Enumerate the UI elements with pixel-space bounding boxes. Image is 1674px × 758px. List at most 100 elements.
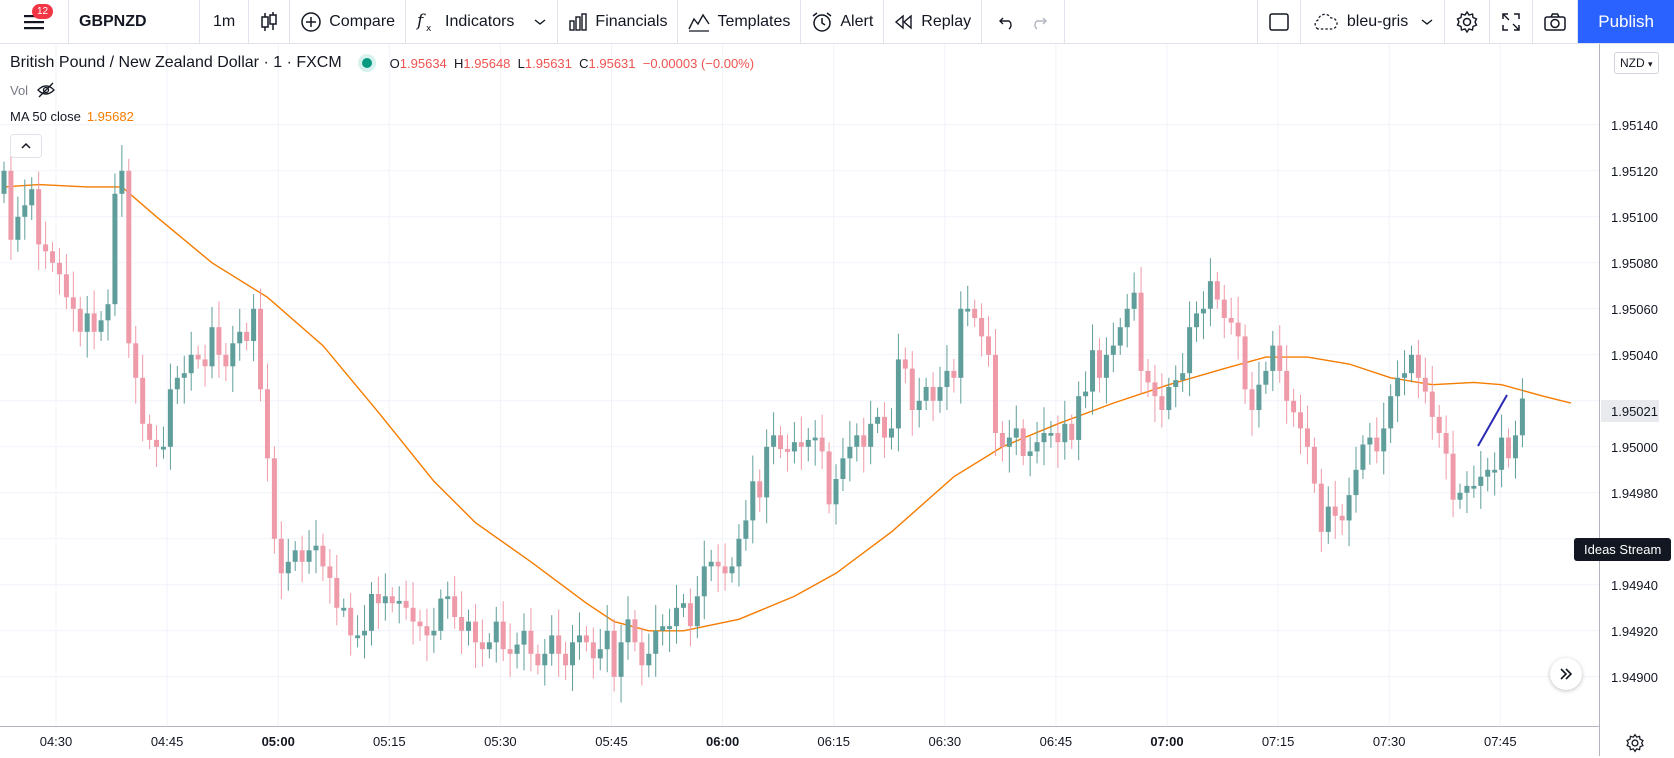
candle-body: [445, 596, 451, 600]
chart-type-button[interactable]: [249, 0, 291, 43]
publish-button[interactable]: Publish: [1578, 0, 1674, 43]
candle: [1159, 373, 1165, 428]
menu-button[interactable]: 12: [0, 0, 69, 43]
candle: [1083, 371, 1089, 409]
price-tick-label: 1.94900: [1611, 670, 1658, 685]
candle-body: [466, 621, 472, 631]
eye-hidden-icon[interactable]: [36, 82, 56, 98]
candle-body: [833, 479, 839, 505]
candle: [1457, 483, 1463, 509]
candle-body: [140, 377, 146, 424]
indicators-label: Indicators: [445, 12, 515, 30]
bar-chart-icon: [569, 12, 588, 31]
candle-body: [1353, 469, 1359, 496]
candle: [868, 400, 874, 465]
settings-button[interactable]: [1445, 0, 1491, 43]
symbol-search-button[interactable]: GBPNZD: [69, 0, 200, 43]
candle-body: [292, 550, 298, 562]
candle: [348, 593, 354, 656]
market-status-dot[interactable]: [361, 58, 372, 68]
layout-checkbox-button[interactable]: [1258, 0, 1301, 43]
candle-body: [396, 600, 402, 604]
candle: [1443, 415, 1449, 480]
candle: [8, 156, 14, 261]
candle: [722, 543, 728, 591]
time-tick-label: 07:00: [1150, 734, 1183, 749]
collapse-legend-button[interactable]: [10, 134, 42, 158]
candle-body: [542, 653, 548, 666]
candle-body: [618, 642, 624, 677]
candle: [1173, 365, 1179, 408]
candle-body: [687, 603, 693, 627]
candle-body: [764, 446, 770, 498]
price-chart[interactable]: 1.95140 1.95120 1.95100 1.95080 1.95060 1.950…: [0, 44, 1674, 756]
candles-icon: [261, 11, 277, 31]
alert-button[interactable]: Alert: [801, 0, 885, 43]
candle-body: [355, 635, 361, 639]
candle: [1027, 436, 1033, 477]
templates-button[interactable]: Templates: [678, 0, 802, 43]
candle-body: [1069, 423, 1075, 440]
candle: [424, 608, 430, 662]
candle: [1131, 272, 1137, 321]
price-axis[interactable]: 1.95140 1.95120 1.95100 1.95080 1.95060 1.950…: [1611, 118, 1658, 685]
snapshot-button[interactable]: [1533, 0, 1579, 43]
candle-body: [819, 437, 825, 452]
candle-body: [362, 630, 368, 636]
redo-icon[interactable]: [1030, 14, 1048, 30]
candle: [1221, 284, 1227, 339]
candle-body: [375, 594, 381, 604]
candle-body: [632, 619, 638, 643]
candle-body: [743, 520, 749, 539]
candle-body: [84, 313, 90, 332]
ma-line-layer: [3, 183, 1572, 632]
candle: [833, 464, 839, 525]
candle-body: [576, 635, 582, 643]
candle: [542, 639, 548, 686]
candle-body: [1006, 437, 1012, 447]
candle-body: [1318, 483, 1324, 532]
candle-body: [126, 170, 132, 344]
undo-icon[interactable]: [998, 14, 1016, 30]
candle: [341, 598, 347, 617]
fullscreen-button[interactable]: [1490, 0, 1534, 43]
compare-button[interactable]: Compare: [290, 0, 407, 43]
ma-legend[interactable]: MA 50 close 1.95682: [10, 109, 134, 124]
candle: [1096, 338, 1102, 393]
candle-body: [1103, 354, 1109, 378]
candle: [1145, 358, 1151, 398]
candle-body: [909, 368, 915, 410]
candle: [1395, 360, 1401, 422]
time-tick-label: 05:30: [484, 734, 517, 749]
time-axis[interactable]: 04:30 04:45 05:00 05:15 05:30 05:45 06:00 06:15…: [40, 734, 1517, 749]
candle: [493, 606, 499, 663]
candle: [847, 421, 853, 482]
candle-body: [1325, 506, 1331, 532]
symbol-title[interactable]: British Pound / New Zealand Dollar · 1 ·…: [10, 54, 342, 71]
candle: [791, 421, 797, 464]
candle-body: [77, 308, 83, 332]
financials-button[interactable]: Financials: [558, 0, 679, 43]
svg-text:x: x: [426, 24, 432, 33]
replay-button[interactable]: Replay: [884, 0, 983, 43]
interval-button[interactable]: 1m: [200, 0, 250, 43]
chevron-down-icon[interactable]: [533, 17, 547, 27]
candle-body: [1020, 428, 1026, 456]
currency-selector[interactable]: NZD ▾: [1614, 52, 1659, 74]
candle: [521, 613, 527, 671]
axis-settings-button[interactable]: [1625, 733, 1645, 758]
candle: [1339, 503, 1345, 536]
candle: [1076, 381, 1082, 461]
ma-label: MA 50 close: [10, 109, 81, 124]
layout-selector[interactable]: bleu-gris: [1301, 0, 1446, 43]
candle-body: [1228, 318, 1234, 323]
candle: [590, 627, 596, 679]
undo-redo-group: [982, 0, 1066, 43]
templates-icon: [688, 13, 711, 32]
candle: [368, 582, 374, 646]
ma-50-line[interactable]: [3, 183, 1572, 632]
scroll-to-realtime-button[interactable]: [1550, 658, 1582, 690]
trend-line-drawing[interactable]: [1477, 394, 1508, 447]
candle-body: [1048, 433, 1054, 436]
